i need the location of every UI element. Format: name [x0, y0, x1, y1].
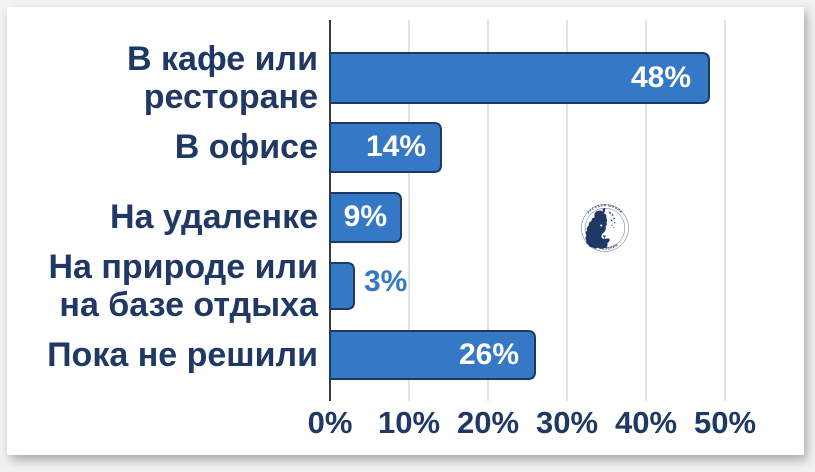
svg-text:10%: 10%	[378, 405, 440, 440]
svg-text:9%: 9%	[344, 200, 387, 233]
svg-text:48%: 48%	[631, 61, 691, 94]
svg-text:30%: 30%	[536, 405, 598, 440]
svg-text:50%: 50%	[694, 405, 756, 440]
svg-text:26%: 26%	[459, 338, 519, 371]
svg-text:14%: 14%	[366, 130, 426, 163]
svg-text:20%: 20%	[457, 405, 519, 440]
svg-text:3%: 3%	[364, 265, 407, 298]
svg-text:40%: 40%	[615, 405, 677, 440]
